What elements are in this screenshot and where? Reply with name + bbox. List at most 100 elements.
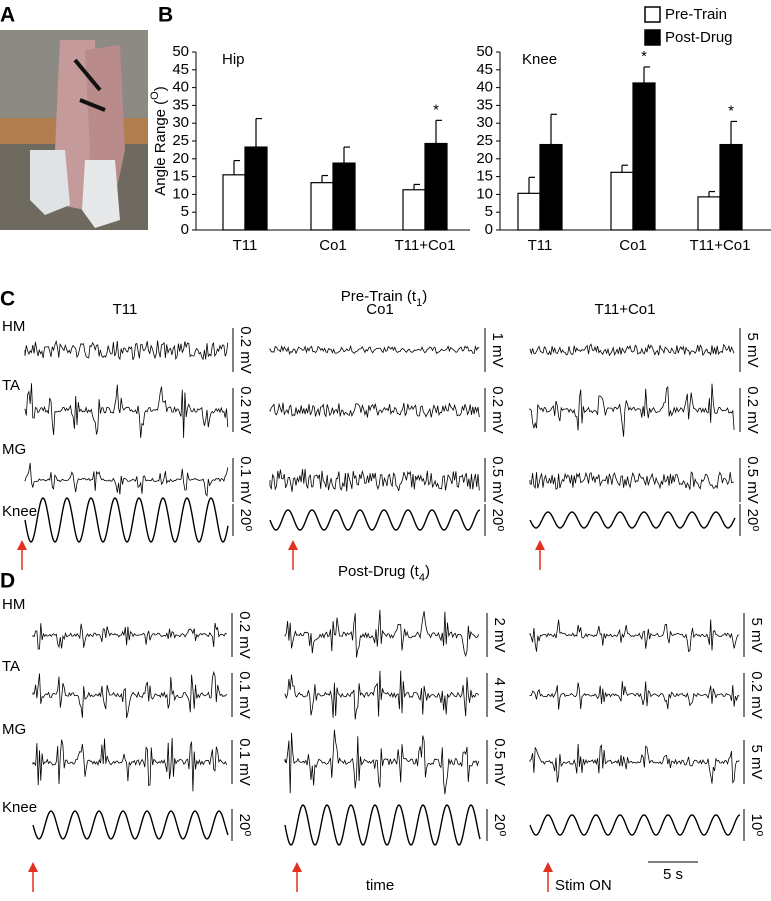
scale-label: 0.5 mV <box>744 456 761 504</box>
scale-label: 0.1 mV <box>236 738 253 786</box>
x-tick-label: Co1 <box>319 237 347 254</box>
knee-trace <box>529 511 736 529</box>
column-title: Co1 <box>366 301 394 318</box>
y-axis-label: Angle Range (O) <box>149 86 169 195</box>
x-tick-label: T11+Co1 <box>394 237 455 254</box>
row-label: MG <box>2 721 26 738</box>
y-tick-label: 25 <box>172 132 189 149</box>
emg-trace <box>529 743 740 784</box>
y-tick-label: 35 <box>172 96 189 113</box>
section-title: Pre-Train (t1) <box>341 288 427 309</box>
bar <box>424 142 448 231</box>
stim-arrow-head <box>543 862 553 872</box>
column-title: T11 <box>113 301 138 318</box>
y-tick-label: 40 <box>476 79 493 96</box>
y-tick-label: 0 <box>181 221 189 238</box>
emg-trace <box>529 471 735 490</box>
bar <box>310 182 334 231</box>
section-title-part: 4 <box>419 572 425 584</box>
y-tick-label: 20 <box>476 150 493 167</box>
panel-label: C <box>0 288 15 311</box>
panel-label: D <box>0 570 15 593</box>
y-tick-label: 10 <box>172 185 189 202</box>
legend-swatch <box>644 6 661 23</box>
emg-trace <box>529 619 740 653</box>
scale-label: 2 mV <box>491 617 508 652</box>
bar <box>697 196 721 231</box>
legend-swatch <box>644 29 661 46</box>
bar <box>332 162 356 231</box>
scale-label: 5 mV <box>748 617 765 652</box>
emg-trace <box>269 344 480 356</box>
y-tick-label: 5 <box>181 203 189 220</box>
x-tick-label: T11 <box>528 237 553 254</box>
y-tick-label: 0 <box>485 221 493 238</box>
emg-trace <box>32 670 228 719</box>
scale-label: 0.2 mV <box>748 671 765 719</box>
scale-label: 20⁰ <box>237 509 254 532</box>
y-tick-label: 40 <box>172 79 189 96</box>
scale-label: 20⁰ <box>744 509 761 532</box>
emg-trace <box>529 681 740 710</box>
section-title-part: ) <box>422 288 427 305</box>
scale-label: 0.5 mV <box>491 738 508 786</box>
emg-trace <box>24 383 229 438</box>
emg-trace <box>32 737 228 792</box>
scale-label: 0.1 mV <box>236 671 253 719</box>
panel-label: A <box>0 4 15 27</box>
emg-trace <box>284 670 480 720</box>
scale-label: 20⁰ <box>491 814 508 837</box>
section-title: Post-Drug (t4) <box>338 563 430 584</box>
row-label: MG <box>2 441 26 458</box>
row-label: HM <box>2 318 25 335</box>
row-label: Knee <box>2 799 37 816</box>
emg-trace <box>284 609 480 658</box>
x-tick-label: Co1 <box>619 237 647 254</box>
y-tick-label: 45 <box>172 61 189 78</box>
stim-arrow-head <box>17 540 27 550</box>
emg-trace <box>24 462 229 497</box>
y-tick-label: 30 <box>172 114 189 131</box>
significance: * <box>728 102 734 119</box>
knee-trace <box>284 804 481 846</box>
scale-label: 0.1 mV <box>237 456 254 504</box>
y-tick-label: 30 <box>476 114 493 131</box>
y-tick-label: 45 <box>476 61 493 78</box>
emg-trace <box>284 729 480 795</box>
row-label: TA <box>2 658 20 675</box>
y-tick-label: 5 <box>485 203 493 220</box>
y-tick-label: 15 <box>172 168 189 185</box>
emg-trace <box>24 339 229 361</box>
time-scale-label: 5 s <box>663 866 683 883</box>
scale-label: 10⁰ <box>748 814 765 837</box>
y-tick-label: 10 <box>476 185 493 202</box>
section-title-part: Post-Drug (t <box>338 563 420 580</box>
y-axis-label-part: ) <box>152 86 169 91</box>
knee-trace <box>32 810 229 840</box>
scale-label: 5 mV <box>748 744 765 779</box>
row-label: HM <box>2 596 25 613</box>
knee-trace <box>269 509 481 531</box>
bar <box>244 146 268 231</box>
x-tick-label: T11+Co1 <box>689 237 750 254</box>
x-tick-label: T11 <box>233 237 258 254</box>
significance: * <box>433 101 439 118</box>
y-axis-label-part: Angle Range ( <box>152 100 169 196</box>
bar <box>539 143 563 231</box>
scale-label: 0.5 mV <box>489 456 506 504</box>
chart-title: Hip <box>222 51 245 68</box>
stim-arrow-head <box>535 540 545 550</box>
emg-trace <box>529 383 735 437</box>
scale-label: 20⁰ <box>236 814 253 837</box>
scale-label: 0.2 mV <box>744 386 761 434</box>
panel-label: B <box>158 4 173 27</box>
emg-trace <box>269 468 480 492</box>
scale-label: 0.2 mV <box>237 326 254 374</box>
stim-label: Stim ON <box>555 877 612 894</box>
knee-trace <box>24 497 229 543</box>
bar <box>719 143 743 231</box>
section-title-part: Pre-Train (t <box>341 288 417 305</box>
y-tick-label: 25 <box>476 132 493 149</box>
